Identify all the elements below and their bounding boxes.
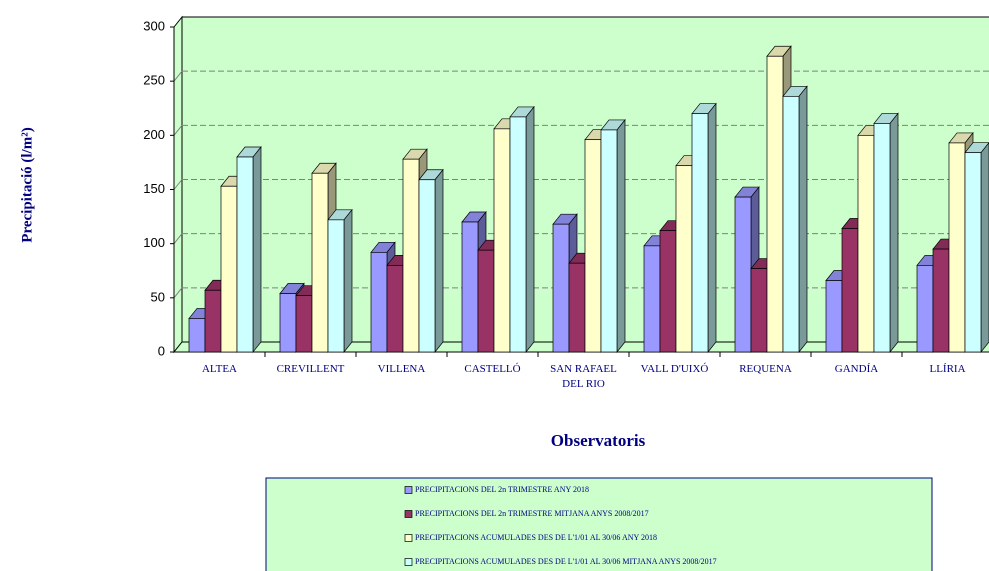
y-tick-label: 100 (143, 235, 165, 250)
x-tick-label: VILLENA (377, 363, 426, 375)
legend-label: PRECIPITACIONS DEL 2n TRIMESTRE MITJANA … (415, 509, 649, 518)
grid-line-side (173, 125, 183, 136)
x-tick-label: CASTELLÓ (464, 363, 521, 375)
bar-front (204, 289, 222, 353)
bar-front (418, 179, 436, 353)
y-axis-title: Precipitació (l/m²) (19, 127, 35, 242)
bar (600, 118, 626, 353)
y-tick-label: 50 (151, 289, 165, 304)
bar-side (798, 85, 808, 353)
bar (782, 85, 808, 353)
legend-swatch (404, 510, 413, 518)
bar (873, 112, 899, 353)
grid-line-side (173, 70, 183, 82)
bar-front (402, 158, 420, 353)
x-tick-label: ALTEA (201, 363, 238, 375)
bar-front (493, 128, 511, 353)
x-tick-label: LLÍRIA (929, 363, 966, 375)
bar-front (782, 95, 800, 353)
bar-front (825, 280, 843, 353)
x-tick-label: REQUENA (739, 363, 792, 375)
bar-front (295, 295, 313, 353)
bar-side (889, 112, 899, 353)
bar-front (509, 116, 527, 353)
grid-line-side (173, 233, 183, 244)
bar-front (279, 293, 297, 353)
legend-label: PRECIPITACIONS ACUMULADES DES DE L'1/01 … (415, 533, 657, 542)
bar-front (734, 196, 752, 353)
x-tick-label: VALL D'UIXÓ (640, 363, 709, 375)
bar (691, 102, 717, 353)
bar-front (964, 152, 982, 353)
grid-line-side (173, 287, 183, 299)
bar-front (873, 123, 891, 353)
bar-side (343, 208, 353, 353)
bar-front (477, 249, 495, 353)
bar-front (691, 113, 709, 353)
x-tick-label: CREVILLENT (276, 363, 345, 375)
bar (418, 168, 444, 353)
bar-front (766, 55, 784, 353)
bar-side (525, 105, 535, 353)
legend-swatch (404, 534, 413, 542)
legend-label: PRECIPITACIONS DEL 2n TRIMESTRE ANY 2018 (415, 485, 589, 494)
bar-front (386, 264, 404, 353)
bar-side (707, 102, 717, 353)
x-tick-label: SAN RAFAEL DEL RIO (550, 363, 617, 390)
bar-front (857, 134, 875, 353)
bar-side (252, 146, 262, 353)
bar-front (916, 264, 934, 353)
bar-front (370, 251, 388, 353)
grid-line-side (173, 179, 183, 190)
bar (327, 208, 353, 353)
bar-front (188, 318, 206, 353)
legend-swatch (404, 558, 413, 566)
bar-front (675, 165, 693, 353)
x-axis-title: Observatoris (551, 431, 646, 450)
y-tick-label: 300 (143, 18, 165, 33)
bar-front (659, 230, 677, 353)
bar-front (584, 139, 602, 353)
bar (964, 142, 989, 353)
bar-front (311, 172, 329, 353)
legend-label: PRECIPITACIONS ACUMULADES DES DE L'1/01 … (415, 557, 717, 566)
bar-front (461, 221, 479, 353)
x-tick-label: GANDÍA (834, 363, 879, 375)
bar-front (568, 262, 586, 353)
bar-front (841, 228, 859, 353)
legend-box (265, 477, 933, 571)
y-tick-label: 200 (143, 127, 165, 142)
bar-front (932, 248, 950, 353)
y-tick-label: 0 (158, 343, 165, 358)
y-tick-label: 250 (143, 73, 165, 88)
bar (509, 105, 535, 353)
bar-front (327, 219, 345, 353)
bar-front (220, 185, 238, 353)
legend-swatch (404, 486, 413, 494)
bar-front (600, 129, 618, 353)
bar-side (434, 168, 444, 353)
bar-front (552, 223, 570, 353)
y-tick-label: 150 (143, 181, 165, 196)
bar-front (750, 268, 768, 353)
bar-front (948, 142, 966, 353)
bar-side (980, 142, 989, 353)
bar (236, 146, 262, 353)
bar-front (236, 156, 254, 353)
bar-side (616, 118, 626, 353)
bar-front (643, 245, 661, 353)
